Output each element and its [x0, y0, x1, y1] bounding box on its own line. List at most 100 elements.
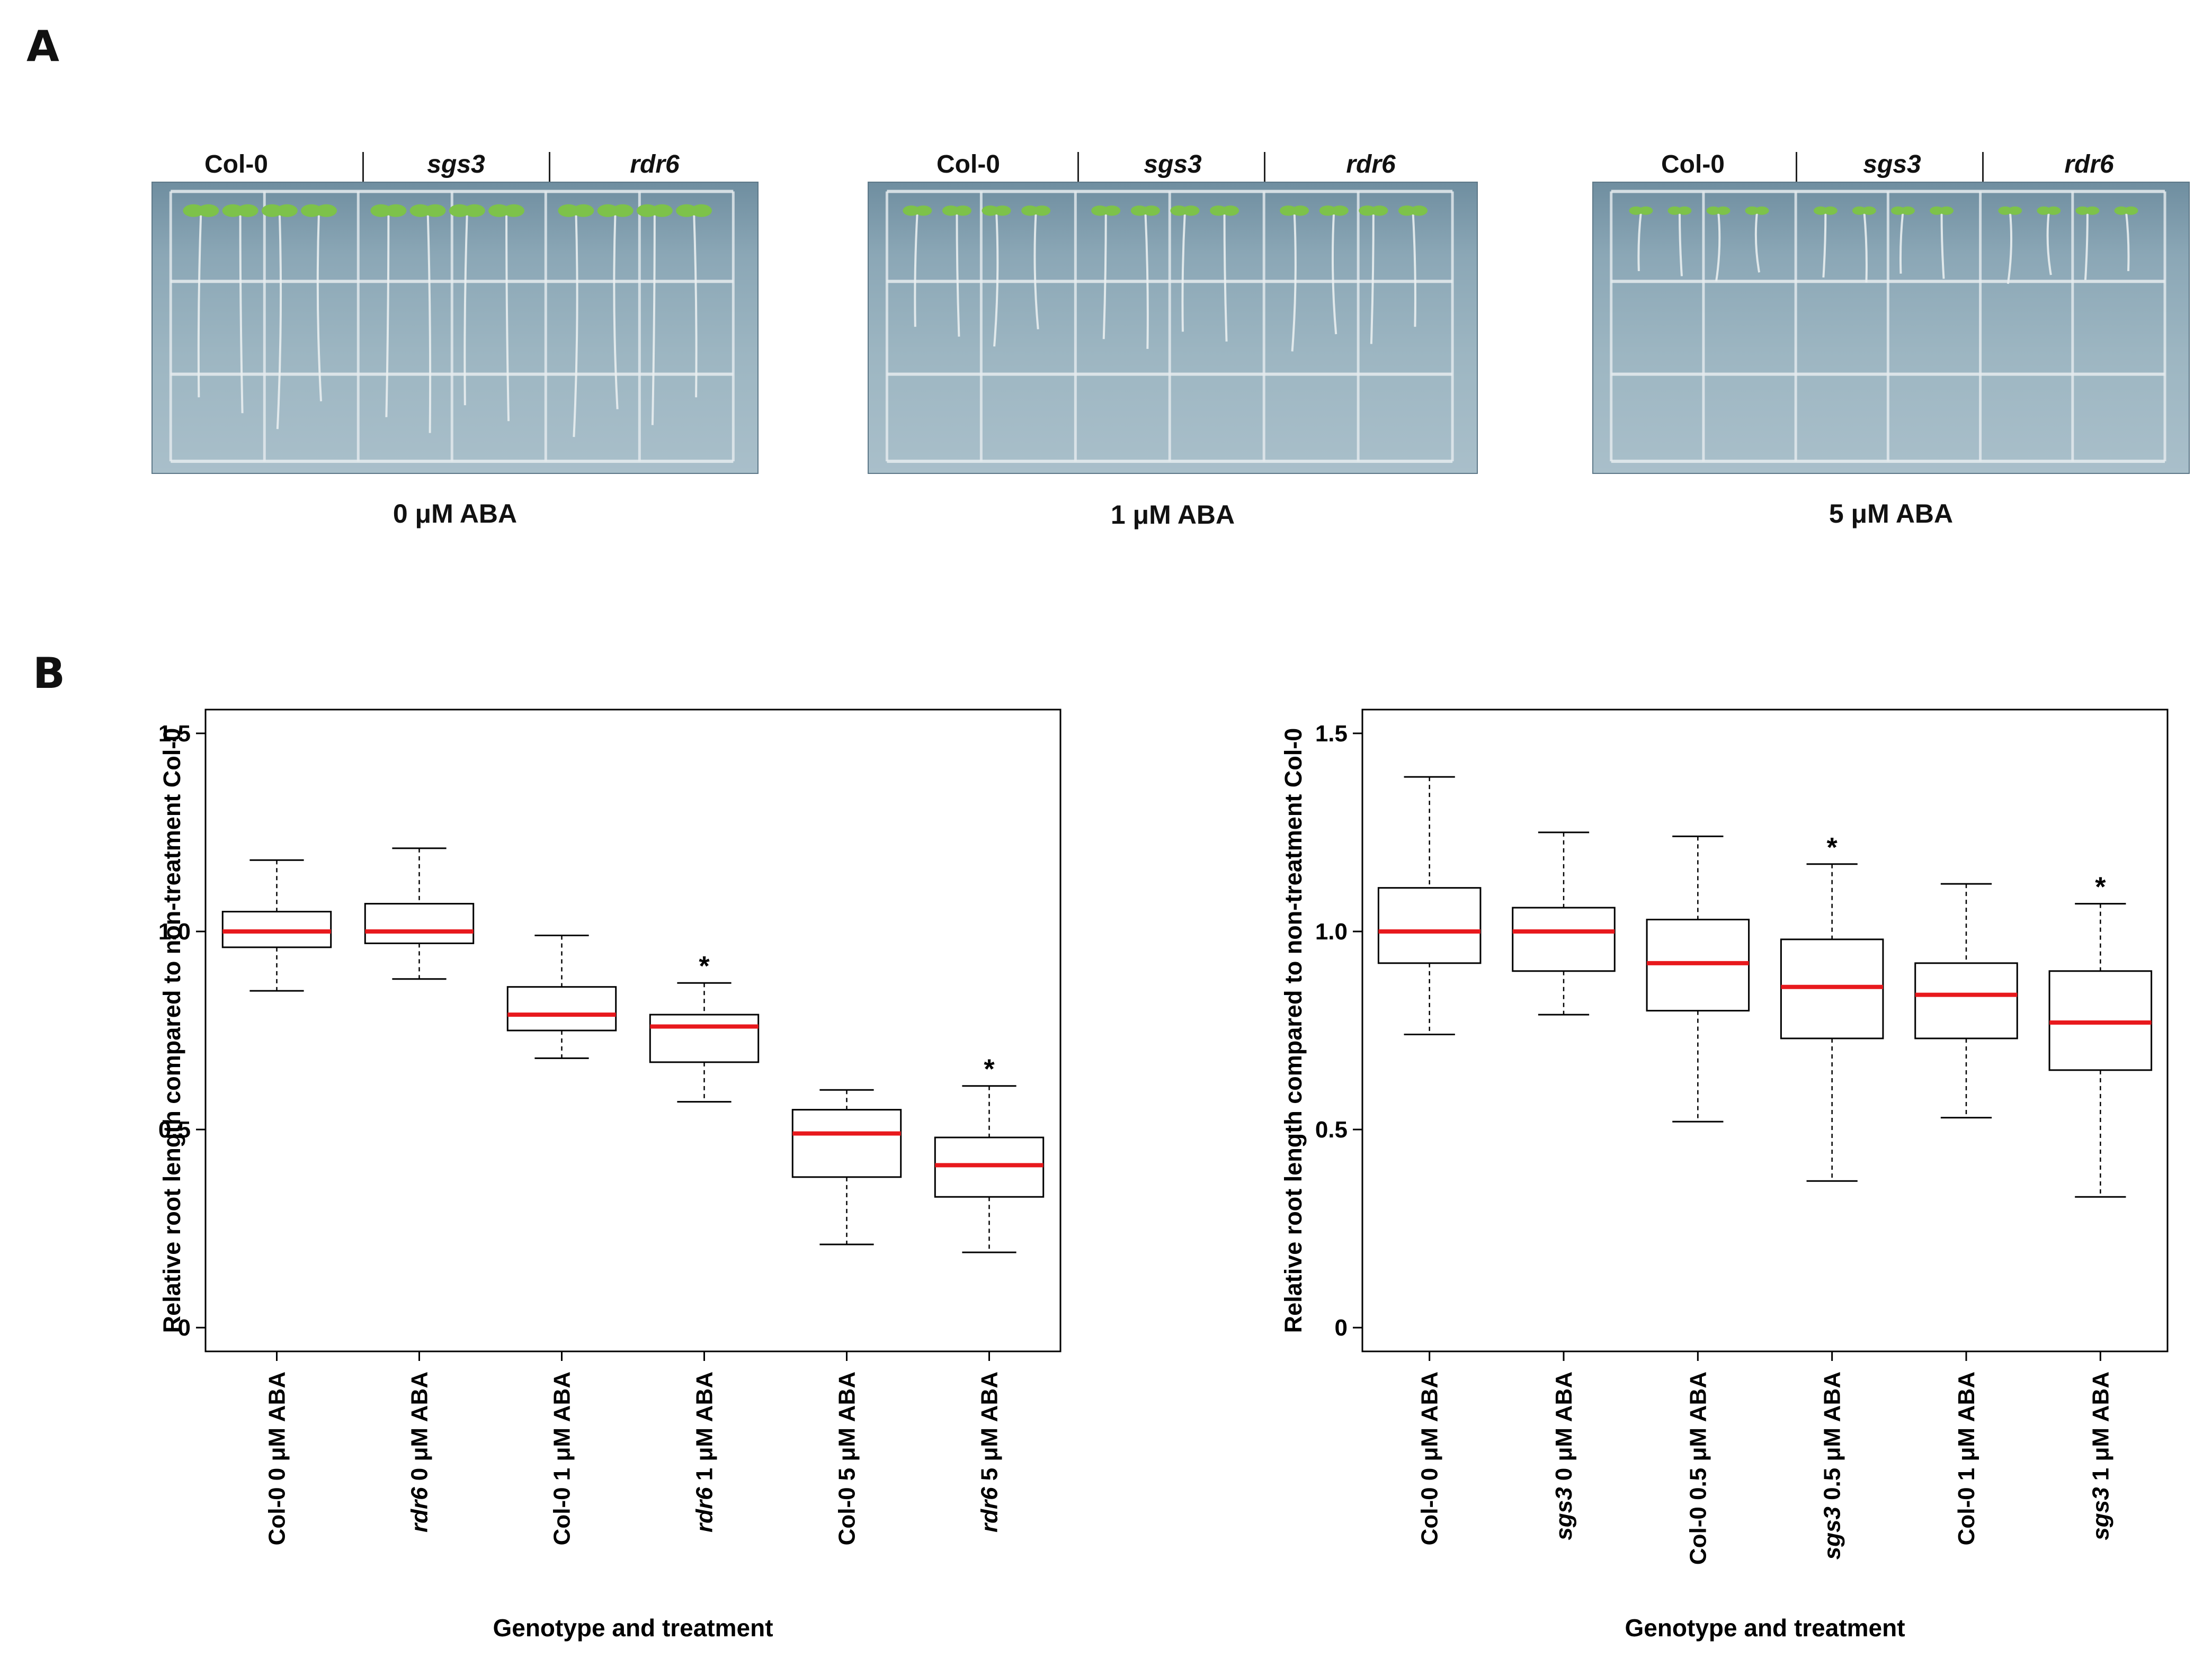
seedling-leaf: [183, 204, 204, 217]
seedling-leaf: [1678, 206, 1692, 215]
seedling-leaf: [691, 204, 712, 217]
genotype-separator: [1796, 152, 1797, 183]
seedling-leaf: [1359, 205, 1376, 216]
seedling-leaf: [2114, 206, 2128, 215]
seedling-leaf: [2046, 206, 2061, 215]
x-tick-label: Col-0 5 μM ABA: [834, 1372, 860, 1545]
seedling-leaf: [982, 205, 999, 216]
seedling-root: [1370, 211, 1375, 344]
x-tick-label-treatment: 0 μM ABA: [1417, 1372, 1443, 1481]
y-axis-label: Relative root length compared to non-tre…: [1280, 728, 1307, 1333]
x-tick-label-genotype: Col-0: [1685, 1500, 1711, 1565]
genotype-label-rdr6: rdr6: [2064, 150, 2114, 178]
seedling-leaf: [914, 205, 932, 216]
seedling-root: [1715, 211, 1721, 282]
y-tick-label: 0: [178, 1315, 191, 1341]
box-iqr: [791, 1109, 902, 1178]
seedling-leaf: [1331, 205, 1349, 216]
seedling-leaf: [1280, 205, 1297, 216]
x-tick-label-genotype: rdr6: [407, 1481, 433, 1532]
plate-photo: [868, 182, 1478, 474]
genotype-label-rdr6: rdr6: [630, 150, 680, 178]
seedling-root: [1637, 211, 1642, 272]
seedling-leaf: [942, 205, 960, 216]
seedling-leaf: [1823, 206, 1838, 215]
plate-group-0: Col-0 sgs3 rdr6 0 μM ABA: [151, 150, 759, 531]
seedling-leaf: [903, 205, 920, 216]
panel-b-label: B: [33, 649, 65, 698]
x-tick-label-genotype: sgs3: [1551, 1481, 1577, 1540]
x-tick-label-genotype: Col-0: [1954, 1481, 1979, 1545]
plate-photo: [1592, 182, 2190, 474]
plate-drawing: [885, 190, 1454, 463]
seedling-root: [651, 211, 656, 425]
seedling-leaf: [463, 204, 485, 217]
seedling-leaf: [1706, 206, 1720, 215]
seedling-leaf: [237, 204, 258, 217]
seedling-root: [239, 211, 244, 414]
seedling-leaf: [1170, 205, 1188, 216]
seedling-leaf: [301, 204, 323, 217]
seedling-root: [1033, 211, 1039, 329]
genotype-separator: [362, 152, 364, 183]
x-tick-label-treatment: 0.5 μM ABA: [1819, 1372, 1845, 1500]
seedling-root: [2046, 211, 2052, 275]
genotype-separator: [1264, 152, 1265, 183]
genotype-label-sgs3: sgs3: [427, 150, 485, 178]
seedling-leaf: [316, 204, 337, 217]
x-tick-label-genotype: Col-0: [834, 1481, 860, 1545]
seedling-leaf: [651, 204, 673, 217]
seedling-leaf: [1638, 206, 1653, 215]
x-tick-label: sgs3 1 μM ABA: [2088, 1372, 2113, 1540]
x-tick-label-treatment: 0 μM ABA: [264, 1372, 290, 1481]
seedling-root: [385, 211, 390, 417]
seedling-leaf: [954, 205, 971, 216]
plate-caption: 1 μM ABA: [1110, 500, 1235, 530]
seedling-leaf: [1143, 205, 1160, 216]
seedling-leaf: [1891, 206, 1905, 215]
seedling-leaf: [1291, 205, 1309, 216]
seedling-root: [613, 211, 619, 409]
seedling-leaf: [676, 204, 698, 217]
seedling-leaf: [1755, 206, 1769, 215]
significance-star: *: [1827, 832, 1838, 863]
box-iqr: [649, 1014, 760, 1063]
x-tick-label-treatment: 1 μM ABA: [1954, 1372, 1979, 1481]
plate-header: Col-0 sgs3 rdr6: [151, 150, 759, 187]
plate-header: Col-0 sgs3 rdr6: [868, 150, 1478, 187]
seedling-leaf: [2008, 206, 2022, 215]
seedling-root: [1754, 211, 1761, 273]
x-tick-label-genotype: Col-0: [264, 1481, 290, 1545]
seedling-root: [316, 211, 323, 401]
x-tick-label: sgs3 0 μM ABA: [1551, 1372, 1577, 1540]
seedling-root: [426, 211, 432, 433]
seedling-root: [2084, 211, 2089, 280]
seedling-root: [2125, 211, 2130, 272]
seedling-leaf: [1103, 205, 1121, 216]
seedling-leaf: [1130, 205, 1148, 216]
seedling-root: [1940, 211, 1945, 279]
seedling-leaf: [2085, 206, 2100, 215]
seedling-root: [1899, 211, 1904, 274]
seedling-root: [693, 211, 698, 398]
x-axis-label: Genotype and treatment: [1625, 1614, 1905, 1642]
plate-caption: 5 μM ABA: [1829, 499, 1954, 528]
seedling-root: [1822, 211, 1827, 278]
x-tick-label: Col-0 0 μM ABA: [264, 1372, 290, 1545]
seedling-root: [956, 211, 960, 337]
seedling-leaf: [1210, 205, 1227, 216]
x-tick-label-treatment: 5 μM ABA: [977, 1372, 1003, 1481]
x-tick-label-genotype: sgs3: [2088, 1481, 2113, 1540]
seedling-leaf: [488, 204, 510, 217]
genotype-label-sgs3: sgs3: [1144, 150, 1202, 178]
plate-drawing: [169, 190, 735, 463]
x-tick-label-genotype: Col-0: [1417, 1481, 1443, 1545]
x-tick-label: Col-0 0.5 μM ABA: [1685, 1372, 1711, 1565]
seedling-leaf: [1862, 206, 1876, 215]
seedling-leaf: [1370, 205, 1388, 216]
significance-star: *: [984, 1054, 995, 1085]
plate-header: Col-0 sgs3 rdr6: [1592, 150, 2190, 187]
x-axis-label: Genotype and treatment: [493, 1614, 773, 1642]
seedling-root: [2006, 211, 2013, 284]
